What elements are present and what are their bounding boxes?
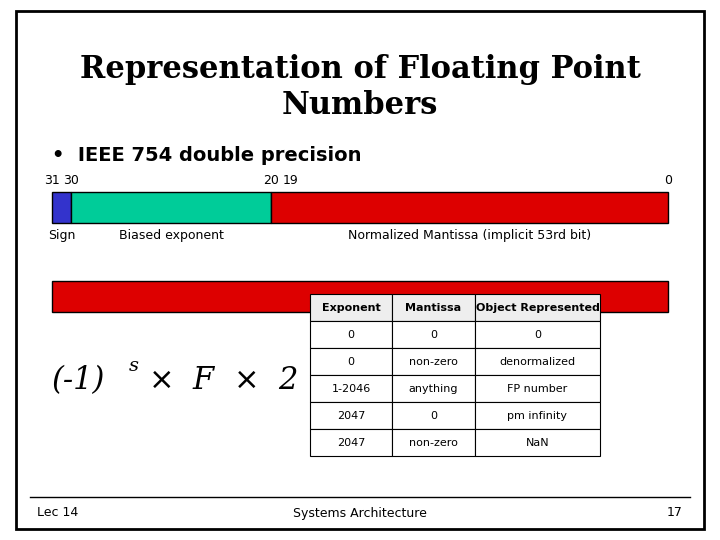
Bar: [474, 321, 600, 348]
Text: Biased exponent: Biased exponent: [119, 230, 223, 242]
Bar: [310, 429, 392, 456]
Text: E-1023: E-1023: [320, 356, 386, 375]
Text: s: s: [129, 356, 139, 375]
Text: 19: 19: [282, 174, 298, 187]
Text: denormalized: denormalized: [500, 357, 575, 367]
Text: 1-2046: 1-2046: [331, 384, 371, 394]
Text: 0: 0: [665, 174, 672, 187]
Bar: [71, 192, 271, 223]
Text: Normalized Mantissa (implicit 53rd bit): Normalized Mantissa (implicit 53rd bit): [348, 230, 591, 242]
Text: anything: anything: [409, 384, 458, 394]
Text: NaN: NaN: [526, 438, 549, 448]
Text: 0: 0: [430, 411, 437, 421]
Bar: [474, 402, 600, 429]
Text: Systems Architecture: Systems Architecture: [293, 507, 427, 519]
Bar: [310, 321, 392, 348]
Text: Representation of Floating Point
Numbers: Representation of Floating Point Numbers: [80, 54, 640, 121]
Bar: [392, 429, 474, 456]
Bar: [474, 294, 600, 321]
Bar: [392, 321, 474, 348]
Text: FP number: FP number: [508, 384, 567, 394]
Text: $\times$  F  $\times$  2: $\times$ F $\times$ 2: [148, 365, 299, 396]
Text: 31: 31: [44, 174, 60, 187]
Text: Exponent: Exponent: [322, 303, 380, 313]
Text: Object Represented: Object Represented: [475, 303, 600, 313]
Bar: [392, 294, 474, 321]
Text: •  IEEE 754 double precision: • IEEE 754 double precision: [52, 146, 361, 165]
Bar: [474, 375, 600, 402]
Text: 2047: 2047: [337, 411, 365, 421]
Text: 0: 0: [348, 330, 354, 340]
Text: 0: 0: [348, 357, 354, 367]
Text: Lec 14: Lec 14: [37, 507, 78, 519]
Text: Mantissa: Mantissa: [405, 303, 462, 313]
Text: 0: 0: [534, 330, 541, 340]
Text: 2047: 2047: [337, 438, 365, 448]
Text: non-zero: non-zero: [409, 438, 458, 448]
Text: Sign: Sign: [48, 230, 75, 242]
FancyBboxPatch shape: [16, 11, 704, 529]
Bar: [392, 348, 474, 375]
Bar: [271, 192, 668, 223]
Text: 17: 17: [667, 507, 683, 519]
Text: 20: 20: [263, 174, 279, 187]
Bar: [310, 402, 392, 429]
Bar: [310, 348, 392, 375]
Bar: [310, 294, 392, 321]
Bar: [392, 375, 474, 402]
Bar: [474, 429, 600, 456]
Text: non-zero: non-zero: [409, 357, 458, 367]
Text: 30: 30: [63, 174, 79, 187]
Text: pm infinity: pm infinity: [508, 411, 567, 421]
Bar: [52, 281, 668, 312]
Text: (-1): (-1): [52, 365, 105, 396]
Bar: [310, 375, 392, 402]
Bar: [52, 192, 71, 223]
Bar: [474, 348, 600, 375]
Bar: [392, 402, 474, 429]
Text: 0: 0: [430, 330, 437, 340]
